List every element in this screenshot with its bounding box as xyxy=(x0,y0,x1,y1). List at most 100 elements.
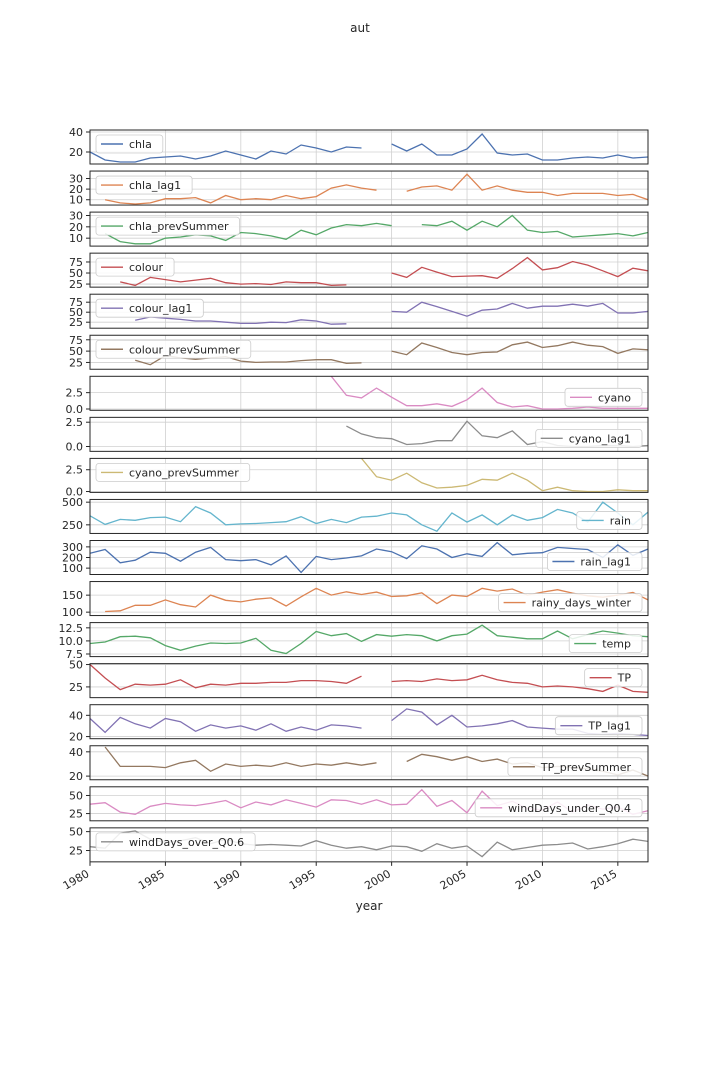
y-tick-label: 25 xyxy=(69,356,83,369)
subplot-winddays-under-q0-4: 25 50 windDays_under_Q0.4 xyxy=(69,786,649,822)
legend-chla-prevsummer: chla_prevSummer xyxy=(95,216,240,236)
y-tick-label: 25 xyxy=(69,316,83,329)
legend-cyano: cyano xyxy=(564,387,643,407)
legend-label: cyano xyxy=(598,391,631,404)
legend-box xyxy=(584,668,643,688)
y-tick-label: 10 xyxy=(69,232,83,245)
series-line-rainy-days-winter xyxy=(105,587,648,613)
axes-frame xyxy=(89,745,649,781)
chart-title: aut xyxy=(350,21,370,35)
axes-frame xyxy=(89,622,649,658)
legend-box xyxy=(95,175,193,195)
y-tick-label: 25 xyxy=(69,278,83,291)
axes-frame xyxy=(89,252,649,288)
axes-frame xyxy=(89,581,649,617)
axes-frame xyxy=(89,293,649,329)
x-tick-label: 2015 xyxy=(589,867,620,892)
subplot-tp-prevsummer: 20 40 TP_prevSummer xyxy=(69,745,649,783)
subplot-tp: 25 50 TP xyxy=(69,659,649,699)
legend-box xyxy=(95,462,251,482)
y-tick-label: 2.5 xyxy=(66,416,84,429)
subplot-stack: 2040chla102030chla_lag1102030chla_prevSu… xyxy=(59,126,649,863)
y-tick-label: 20 xyxy=(69,183,83,196)
legend-label: chla_prevSummer xyxy=(129,220,229,233)
x-tick-label: 2005 xyxy=(438,867,469,892)
axes-frame xyxy=(89,334,649,370)
y-tick-label: 30 xyxy=(69,172,83,185)
y-tick-label: 50 xyxy=(69,659,83,672)
series-line-cyano-prevsummer xyxy=(360,458,648,493)
legend-tp-prevsummer: TP_prevSummer xyxy=(507,757,643,777)
y-tick-label: 25 xyxy=(69,808,83,821)
legend-temp: temp xyxy=(568,634,643,653)
y-tick-label: 0.0 xyxy=(66,440,84,453)
legend-winddays-under-q0-4: windDays_under_Q0.4 xyxy=(474,798,643,818)
subplot-rainy-days-winter: 100 150 rainy_days_winter xyxy=(62,581,649,619)
x-tick-label: 2000 xyxy=(362,867,393,892)
x-tick-label: 1995 xyxy=(287,867,318,892)
series-line-cyano xyxy=(330,376,648,410)
legend-label: windDays_over_Q0.6 xyxy=(129,836,244,849)
series-line-temp xyxy=(90,624,648,655)
y-tick-label: 40 xyxy=(69,746,83,759)
subplot-cyano-prevsummer: 0.0 2.5 cyano_prevSummer xyxy=(66,457,649,499)
axes-frame xyxy=(89,663,649,699)
legend-label: TP xyxy=(617,672,632,685)
y-tick-label: 2.5 xyxy=(66,464,84,477)
series-line-rain xyxy=(90,501,648,532)
x-tick-label: 1990 xyxy=(212,867,243,892)
subplot-tp-lag1: 20 40 TP_lag1 xyxy=(69,704,649,744)
legend-label: TP_lag1 xyxy=(587,720,631,733)
y-tick-label: 75 xyxy=(69,296,83,309)
y-tick-label: 0.0 xyxy=(66,486,84,499)
y-tick-label: 50 xyxy=(69,789,83,802)
legend-box xyxy=(95,298,204,318)
legend-box xyxy=(474,798,643,818)
legend-box xyxy=(95,257,175,277)
legend-colour-prevsummer: colour_prevSummer xyxy=(95,339,252,359)
y-tick-label: 10.0 xyxy=(59,635,84,648)
y-tick-label: 75 xyxy=(69,256,83,269)
legend-box xyxy=(564,387,643,407)
series-line-chla-prevsummer xyxy=(104,214,648,245)
legend-rainy-days-winter: rainy_days_winter xyxy=(498,593,643,612)
axes-frame xyxy=(89,704,649,740)
legend-label: colour_prevSummer xyxy=(129,343,240,356)
legend-label: rain xyxy=(610,514,631,527)
legend-label: chla xyxy=(129,138,152,151)
y-tick-label: 20 xyxy=(69,221,83,234)
legend-winddays-over-q0-6: windDays_over_Q0.6 xyxy=(95,832,256,852)
y-tick-label: 20 xyxy=(69,731,83,744)
legend-label: cyano_prevSummer xyxy=(129,466,239,479)
y-tick-label: 7.5 xyxy=(66,648,84,661)
legend-box xyxy=(568,634,643,653)
y-tick-label: 100 xyxy=(62,562,83,575)
legend-label: colour xyxy=(129,261,164,274)
y-tick-label: 50 xyxy=(69,306,83,319)
legend-label: windDays_under_Q0.4 xyxy=(508,802,631,815)
y-tick-label: 75 xyxy=(69,334,83,347)
legend-box xyxy=(507,757,643,777)
axes-frame xyxy=(89,416,649,452)
y-tick-label: 30 xyxy=(69,210,83,223)
axes-frame xyxy=(89,827,649,863)
subplot-cyano-lag1: 0.0 2.5 cyano_lag1 xyxy=(66,416,649,453)
subplot-rain: 250 500 rain xyxy=(62,496,649,534)
y-tick-label: 50 xyxy=(69,345,83,358)
series-line-chla xyxy=(90,133,648,163)
axes-frame xyxy=(89,498,649,534)
legend-cyano-lag1: cyano_lag1 xyxy=(535,428,643,448)
y-tick-label: 250 xyxy=(62,519,83,532)
y-tick-label: 200 xyxy=(62,552,83,565)
series-line-tp xyxy=(90,664,648,693)
series-line-colour xyxy=(120,256,648,287)
legend-rain-lag1: rain_lag1 xyxy=(547,552,643,571)
legend-label: colour_lag1 xyxy=(129,302,192,315)
y-tick-label: 0.0 xyxy=(66,403,84,416)
legend-label: rainy_days_winter xyxy=(532,597,632,610)
legend-tp-lag1: TP_lag1 xyxy=(554,716,643,736)
axes-frame xyxy=(89,170,649,206)
